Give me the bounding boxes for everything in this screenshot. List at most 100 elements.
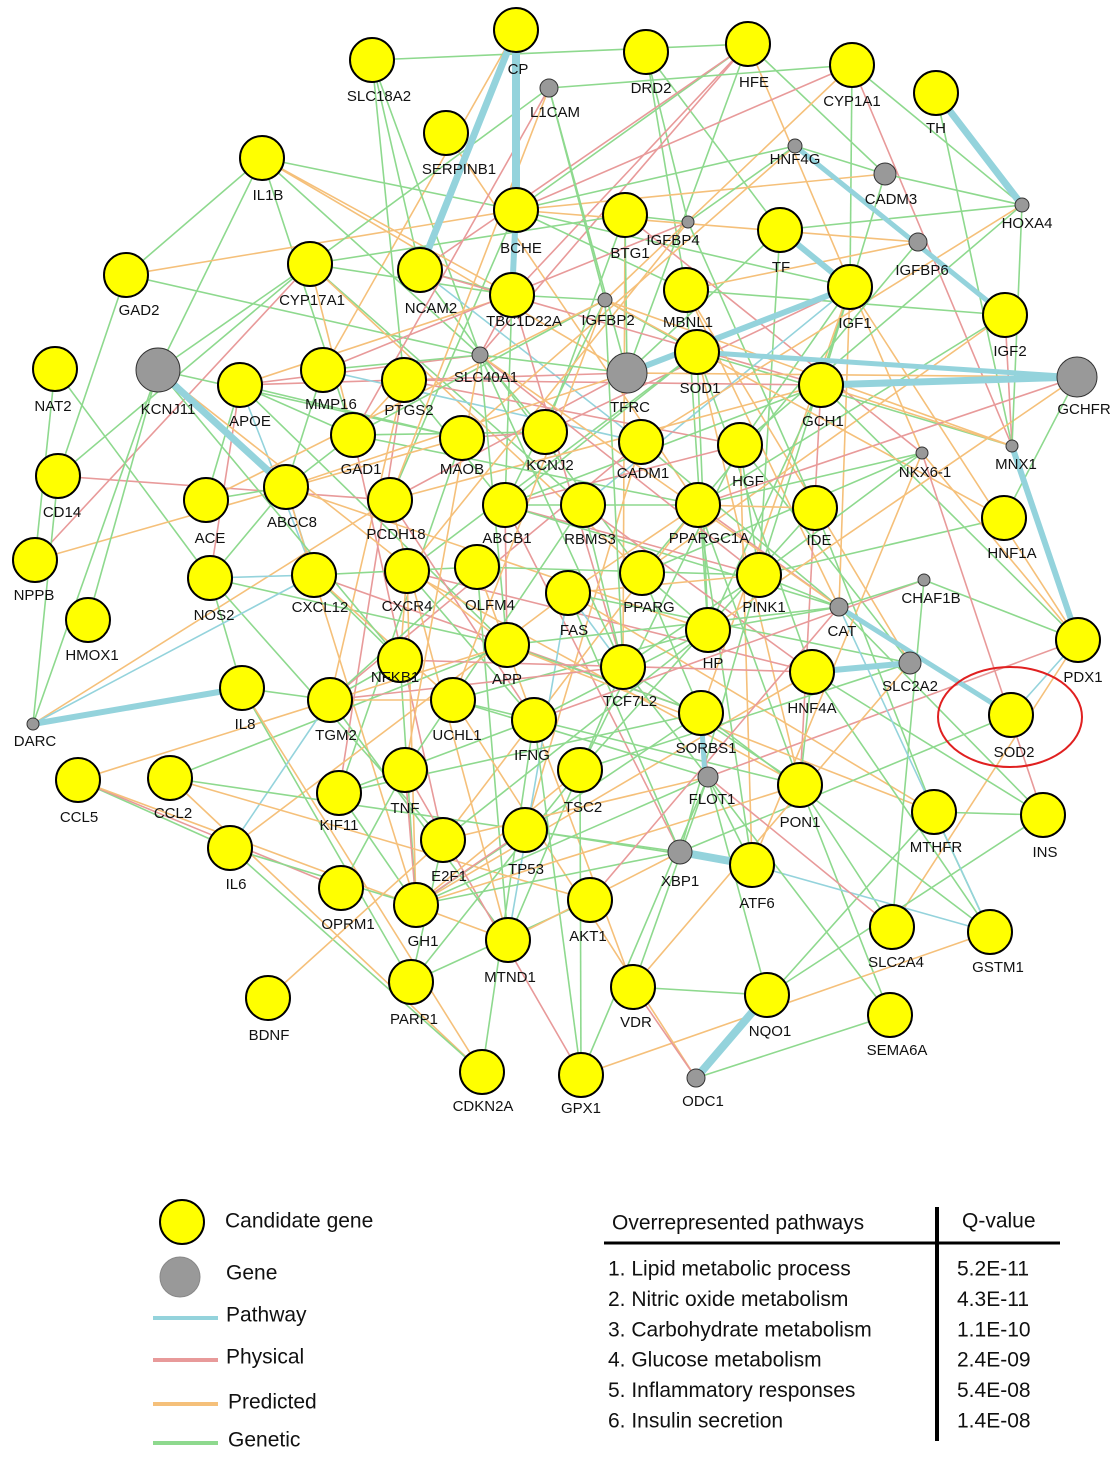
node-label: SERPINB1	[422, 161, 496, 178]
node-label: BDNF	[249, 1027, 290, 1044]
candidate-node	[300, 347, 346, 393]
node-label: ABCC8	[267, 514, 317, 531]
edge	[338, 719, 535, 794]
node-label: CAT	[828, 623, 857, 640]
edge	[511, 43, 749, 296]
edge	[87, 369, 159, 621]
node-label: MAOB	[440, 461, 484, 478]
node-label: ACE	[195, 530, 226, 547]
candidate-node	[674, 329, 720, 375]
node-label: CADM3	[865, 191, 918, 208]
edge	[604, 299, 624, 668]
edge	[695, 1014, 891, 1079]
candidate-node	[287, 241, 333, 287]
edges	[30, 26, 1081, 1082]
edge	[157, 157, 263, 371]
node-label: BTG1	[610, 245, 649, 262]
candidate-node	[675, 482, 721, 528]
edge	[442, 776, 709, 841]
node-label: SOD2	[994, 744, 1035, 761]
edge	[241, 687, 412, 983]
node-label: KIF11	[320, 817, 359, 834]
edge	[533, 579, 925, 721]
edge	[125, 157, 263, 276]
edge	[799, 384, 822, 786]
edge	[389, 372, 628, 501]
candidate-node	[967, 909, 1013, 955]
edge	[371, 43, 749, 61]
node-label: L1CAM	[530, 104, 580, 121]
edge	[582, 286, 851, 506]
edge	[169, 777, 591, 901]
gene-node	[597, 292, 613, 308]
edge	[626, 43, 749, 374]
edge	[515, 145, 796, 211]
node-label: IGFBP4	[646, 232, 699, 249]
node-label: ABCB1	[482, 530, 531, 547]
pathway-edge	[817, 373, 1081, 389]
edge	[640, 441, 840, 608]
node-label: MBNL1	[663, 314, 713, 331]
legend-genetic: Genetic	[228, 1429, 300, 1452]
edge	[322, 29, 517, 371]
edge	[504, 504, 840, 608]
candidate-node	[560, 482, 606, 528]
edge	[461, 145, 796, 439]
edge	[54, 368, 211, 579]
edge	[707, 639, 1079, 778]
edge	[838, 606, 1044, 816]
edge	[209, 384, 241, 579]
node-label: SORBS1	[676, 740, 737, 757]
edge	[329, 566, 478, 701]
candidate-node	[717, 422, 763, 468]
node-label: CXCR4	[382, 598, 433, 615]
candidate-node	[307, 677, 353, 723]
edge	[707, 776, 893, 928]
node-label: NPPB	[14, 587, 55, 604]
candidate-node	[397, 247, 443, 293]
edge	[34, 437, 463, 561]
table-header: Q-value	[962, 1210, 1036, 1233]
edge	[799, 784, 891, 1016]
edge	[32, 574, 315, 725]
node-label: CYP1A1	[823, 93, 881, 110]
edge	[739, 286, 851, 446]
node-label: SOD1	[680, 380, 721, 397]
candidate-node	[318, 865, 364, 911]
gene-node	[1005, 439, 1019, 453]
candidate-node	[757, 207, 803, 253]
edge	[891, 579, 925, 928]
node-label: NOS2	[194, 607, 235, 624]
edge	[884, 173, 1023, 206]
node-label: ODC1	[682, 1093, 724, 1110]
edge	[799, 784, 893, 928]
edge	[849, 286, 1079, 641]
candidate-node	[219, 665, 265, 711]
edge	[389, 209, 517, 501]
node-label: HFE	[739, 74, 769, 91]
edge	[921, 452, 1044, 816]
node-label: IGFBP6	[895, 262, 948, 279]
pathway-name: 4. Glucose metabolism	[608, 1349, 822, 1372]
legend-gene: Gene	[226, 1262, 277, 1285]
edge	[309, 214, 626, 265]
node-label: TNF	[390, 800, 419, 817]
pathway-name: 3. Carbohydrate metabolism	[608, 1318, 872, 1341]
candidate-node	[459, 1049, 505, 1095]
pathway-name: 1. Lipid metabolic process	[608, 1258, 851, 1281]
edge	[739, 204, 1023, 446]
edge	[415, 851, 681, 906]
pathway-name: 6. Insulin secretion	[608, 1410, 783, 1433]
gene-node	[1014, 197, 1030, 213]
edge	[406, 351, 698, 572]
node-label: HGF	[732, 473, 764, 490]
candidate-node	[420, 817, 466, 863]
edge	[157, 369, 463, 439]
edge	[442, 629, 709, 841]
edge	[697, 504, 801, 786]
edge	[309, 87, 550, 265]
edge	[838, 606, 991, 933]
node-label: TCF7L2	[603, 693, 657, 710]
node-label: HMOX1	[65, 647, 118, 664]
